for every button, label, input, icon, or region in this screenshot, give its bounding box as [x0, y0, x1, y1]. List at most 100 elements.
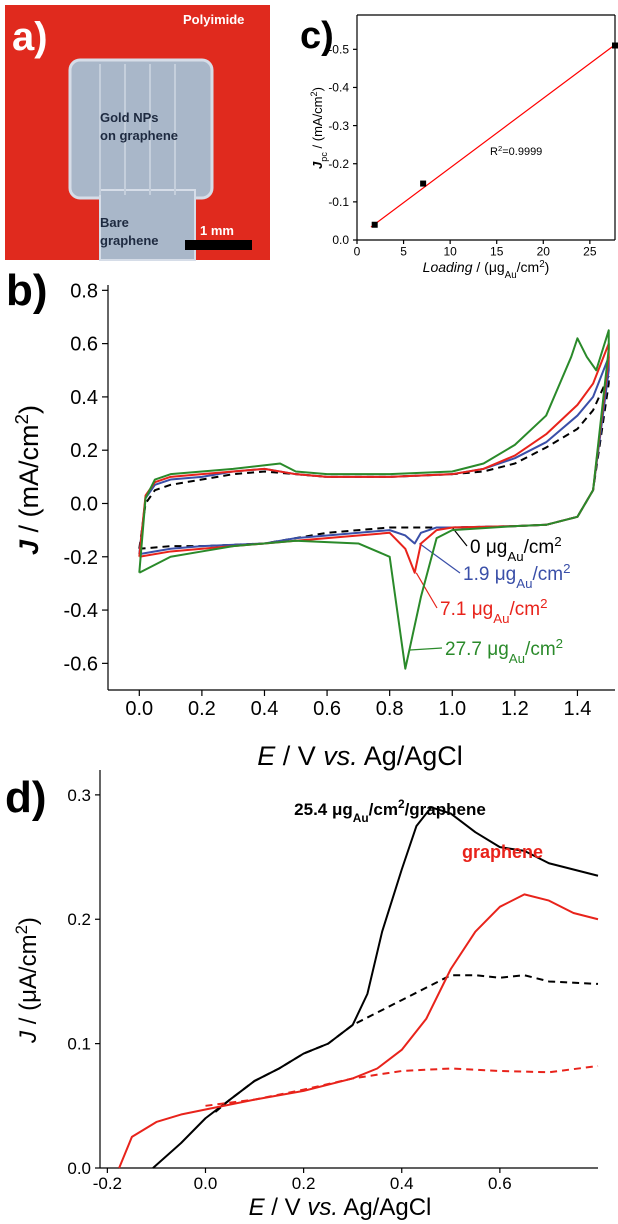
x-tick-label: 0.2	[292, 1174, 316, 1193]
print-lines	[99, 64, 176, 195]
label-part: 2	[398, 797, 405, 811]
label-part: / V	[275, 741, 323, 771]
label-part: Au	[353, 811, 369, 825]
label-part: 1.9 μg	[463, 564, 516, 585]
series-label: 1.9 μgAu/cm2	[463, 561, 571, 591]
label-part: Au	[507, 549, 523, 564]
y-tick-label: 0.0	[332, 233, 349, 247]
x-tick-label: 0.4	[251, 698, 279, 720]
leader-line	[419, 542, 461, 574]
label-part: 2	[12, 925, 31, 934]
y-tick-label: 0.3	[67, 786, 91, 805]
label-part: E	[257, 741, 276, 771]
photo-label: graphene	[100, 233, 159, 248]
label-part: )	[310, 87, 325, 91]
y-tick-label: -0.5	[328, 43, 349, 57]
label-part: 2	[12, 414, 33, 425]
photo-label: Bare	[100, 215, 129, 230]
panel-label: c)	[300, 15, 334, 57]
x-tick-label: 1.2	[501, 698, 529, 720]
x-axis-label: E / V vs. Ag/AgCl	[257, 741, 463, 771]
label-part: 2	[554, 534, 561, 549]
series-label: 0 μgAu/cm2	[470, 534, 562, 564]
label-part: / V	[265, 1194, 308, 1221]
label-part: J	[14, 539, 44, 555]
photo-label: on graphene	[100, 128, 178, 143]
y-axis-label: J / (mA/cm2)	[12, 405, 45, 555]
panel-label: d)	[5, 773, 47, 822]
label-part: 2	[498, 144, 502, 153]
label-part: Ag/AgCl	[338, 1194, 431, 1221]
leader-line	[415, 572, 438, 609]
x-tick-label: 1.0	[438, 698, 466, 720]
series-label: 7.1 μgAu/cm2	[440, 596, 548, 626]
x-tick-label: 0.8	[376, 698, 404, 720]
scale-bar	[185, 240, 252, 250]
y-tick-label: -0.2	[64, 547, 98, 569]
label-part: / (μA/cm	[15, 934, 42, 1031]
x-axis-label: E / V vs. Ag/AgCl	[249, 1194, 432, 1221]
y-tick-label: -0.1	[328, 195, 349, 209]
line-series	[118, 893, 599, 1169]
label-part: /cm	[525, 639, 556, 660]
label-part: 25.4 μg	[294, 800, 353, 819]
label-part: /graphene	[405, 800, 486, 819]
label-part: )	[14, 405, 44, 414]
label-part: Au	[516, 576, 532, 591]
label-part: 2	[309, 91, 319, 96]
line-series	[205, 1065, 599, 1107]
x-tick-label: 20	[537, 244, 551, 258]
label-part: Au	[509, 651, 525, 666]
scale-label: 1 mm	[200, 223, 234, 238]
x-tick-label: 0.6	[488, 1174, 512, 1193]
point	[612, 42, 618, 49]
y-tick-label: -0.2	[328, 157, 349, 171]
label-part: /cm	[369, 800, 398, 819]
x-tick-label: 0.0	[125, 698, 153, 720]
label-part: Au	[505, 270, 517, 281]
point	[420, 180, 427, 187]
label-part: J	[310, 161, 325, 169]
y-tick-label: -0.4	[64, 600, 98, 622]
y-tick-label: 0.6	[70, 334, 98, 356]
y-tick-label: 0.0	[70, 493, 98, 515]
photo-label: Gold NPs	[100, 110, 159, 125]
x-tick-label: 10	[443, 244, 457, 258]
y-tick-label: -0.4	[328, 81, 349, 95]
series-label: graphene	[462, 842, 543, 862]
label-part: /cm	[517, 259, 540, 275]
label-part: )	[15, 917, 42, 925]
photo-label: Polyimide	[183, 12, 244, 27]
label-part: =0.9999	[502, 146, 542, 158]
x-tick-label: 25	[583, 244, 597, 258]
label-part: 0 μg	[470, 537, 507, 558]
y-axis-label: Jpc / (mA/cm2)	[309, 87, 329, 169]
line-series	[214, 974, 599, 1113]
label-part: /cm	[524, 537, 555, 558]
label-part: Loading	[423, 259, 473, 275]
label-part: 7.1 μg	[440, 599, 493, 620]
label-part: / (mA/cm	[310, 96, 325, 152]
chart-title: 25.4 μgAu/cm2/graphene	[294, 797, 486, 825]
series-label: 27.7 μgAu/cm2	[445, 636, 563, 666]
x-axis-label: Loading / (μgAu/cm2)	[423, 259, 550, 281]
leader-line	[409, 647, 443, 651]
y-tick-label: 0.2	[70, 440, 98, 462]
graphene-stem	[99, 189, 196, 261]
label-part: 27.7 μg	[445, 639, 509, 660]
label-part: /cm	[532, 564, 563, 585]
label-part: /cm	[509, 599, 540, 620]
x-tick-label: 5	[400, 244, 407, 258]
y-axis-label: J / (μA/cm2)	[12, 917, 43, 1044]
label-part: vs.	[323, 741, 358, 771]
label-part: 2	[539, 259, 544, 270]
label-part: 2	[563, 561, 570, 576]
y-tick-label: 0.4	[70, 387, 98, 409]
label-part: vs.	[307, 1194, 338, 1221]
y-tick-label: 0.8	[70, 280, 98, 302]
label-part: / (mA/cm	[14, 424, 44, 540]
line-series	[138, 374, 610, 550]
x-tick-label: 0.4	[390, 1174, 414, 1193]
